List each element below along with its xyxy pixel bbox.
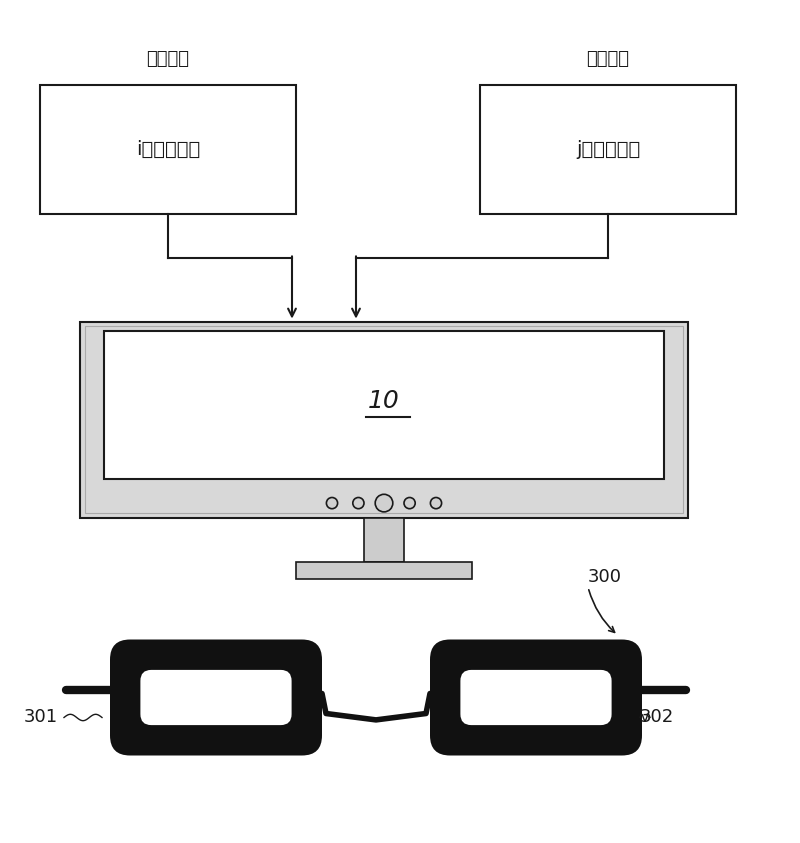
Text: 左眼图像: 左眼图像 [146, 50, 190, 68]
Bar [104, 331, 664, 479]
Bar [480, 85, 736, 213]
FancyBboxPatch shape [110, 640, 322, 755]
Circle shape [353, 497, 364, 508]
Text: 301: 301 [24, 708, 58, 727]
FancyBboxPatch shape [430, 640, 642, 755]
Text: 右眼图像: 右眼图像 [586, 50, 630, 68]
Bar [80, 321, 688, 518]
Bar [85, 326, 683, 513]
Text: i灰度级图像: i灰度级图像 [136, 140, 200, 159]
Text: 300: 300 [588, 568, 622, 587]
Text: 302: 302 [640, 708, 674, 727]
Bar [40, 85, 296, 213]
FancyBboxPatch shape [141, 670, 292, 725]
Bar [296, 561, 472, 579]
Bar [364, 518, 404, 561]
FancyBboxPatch shape [461, 670, 611, 725]
Circle shape [326, 497, 338, 508]
Circle shape [375, 494, 393, 512]
Text: 10: 10 [368, 389, 400, 413]
Circle shape [430, 497, 442, 508]
Circle shape [404, 497, 415, 508]
Text: j灰度级图像: j灰度级图像 [576, 140, 640, 159]
